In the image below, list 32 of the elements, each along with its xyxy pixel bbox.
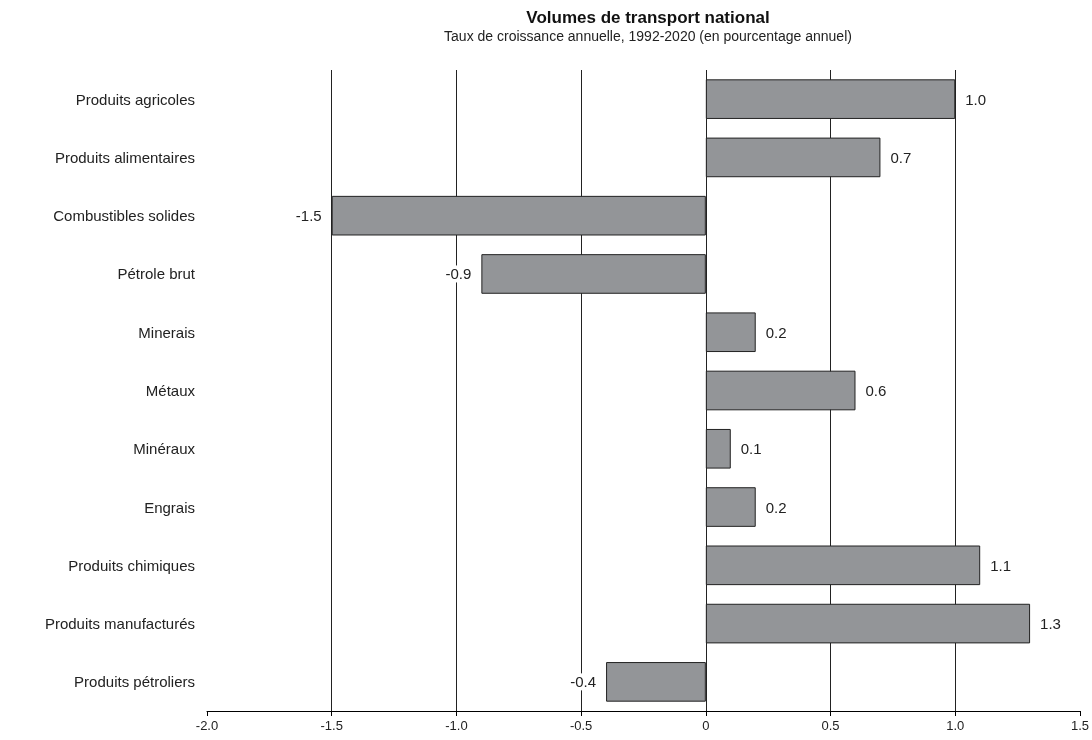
y-tick-label: Produits manufacturés: [44, 615, 195, 633]
data-label: -0.4: [570, 673, 597, 691]
data-label: 1.3: [1040, 615, 1061, 633]
y-tick-label: Pétrole brut: [117, 265, 196, 283]
y-tick-label: Minerais: [138, 323, 195, 341]
x-tick-label: -0.5: [569, 718, 593, 733]
data-label: 0.1: [740, 440, 762, 458]
y-tick-label: Métaux: [145, 382, 196, 399]
x-tick-label: 0.5: [821, 718, 840, 733]
x-tick-label: 1.5: [1070, 718, 1089, 733]
chart-title: Volumes de transport national: [526, 8, 770, 27]
chart-subtitle: Taux de croissance annuelle, 1992-2020 (en pourcentage annuel): [444, 28, 852, 44]
x-tick-label: 0: [702, 718, 710, 733]
y-tick-label: Engrais: [144, 498, 195, 516]
y-tick-label: Produits chimiques: [68, 556, 195, 574]
y-tick-label: Combustibles solides: [53, 207, 195, 225]
x-tick-label: -1.0: [445, 718, 468, 733]
data-label: 0.7: [890, 148, 912, 166]
x-tick-label: -2.0: [195, 718, 219, 733]
data-label: 0.2: [765, 323, 787, 341]
y-tick-label: Produits alimentaires: [54, 148, 195, 166]
y-tick-label: Minéraux: [133, 440, 196, 458]
data-label: -1.5: [295, 207, 322, 225]
x-tick-label: -1.5: [320, 718, 343, 733]
data-label: -0.9: [445, 265, 472, 283]
data-label: 0.2: [765, 498, 787, 516]
x-tick-label: 1.0: [946, 718, 965, 733]
data-label: 1.1: [990, 556, 1012, 574]
y-tick-label: Produits pétroliers: [74, 673, 195, 691]
y-tick-label: Produits agricoles: [75, 90, 195, 108]
data-label: 1.0: [965, 90, 987, 108]
data-label: 0.6: [865, 382, 887, 399]
